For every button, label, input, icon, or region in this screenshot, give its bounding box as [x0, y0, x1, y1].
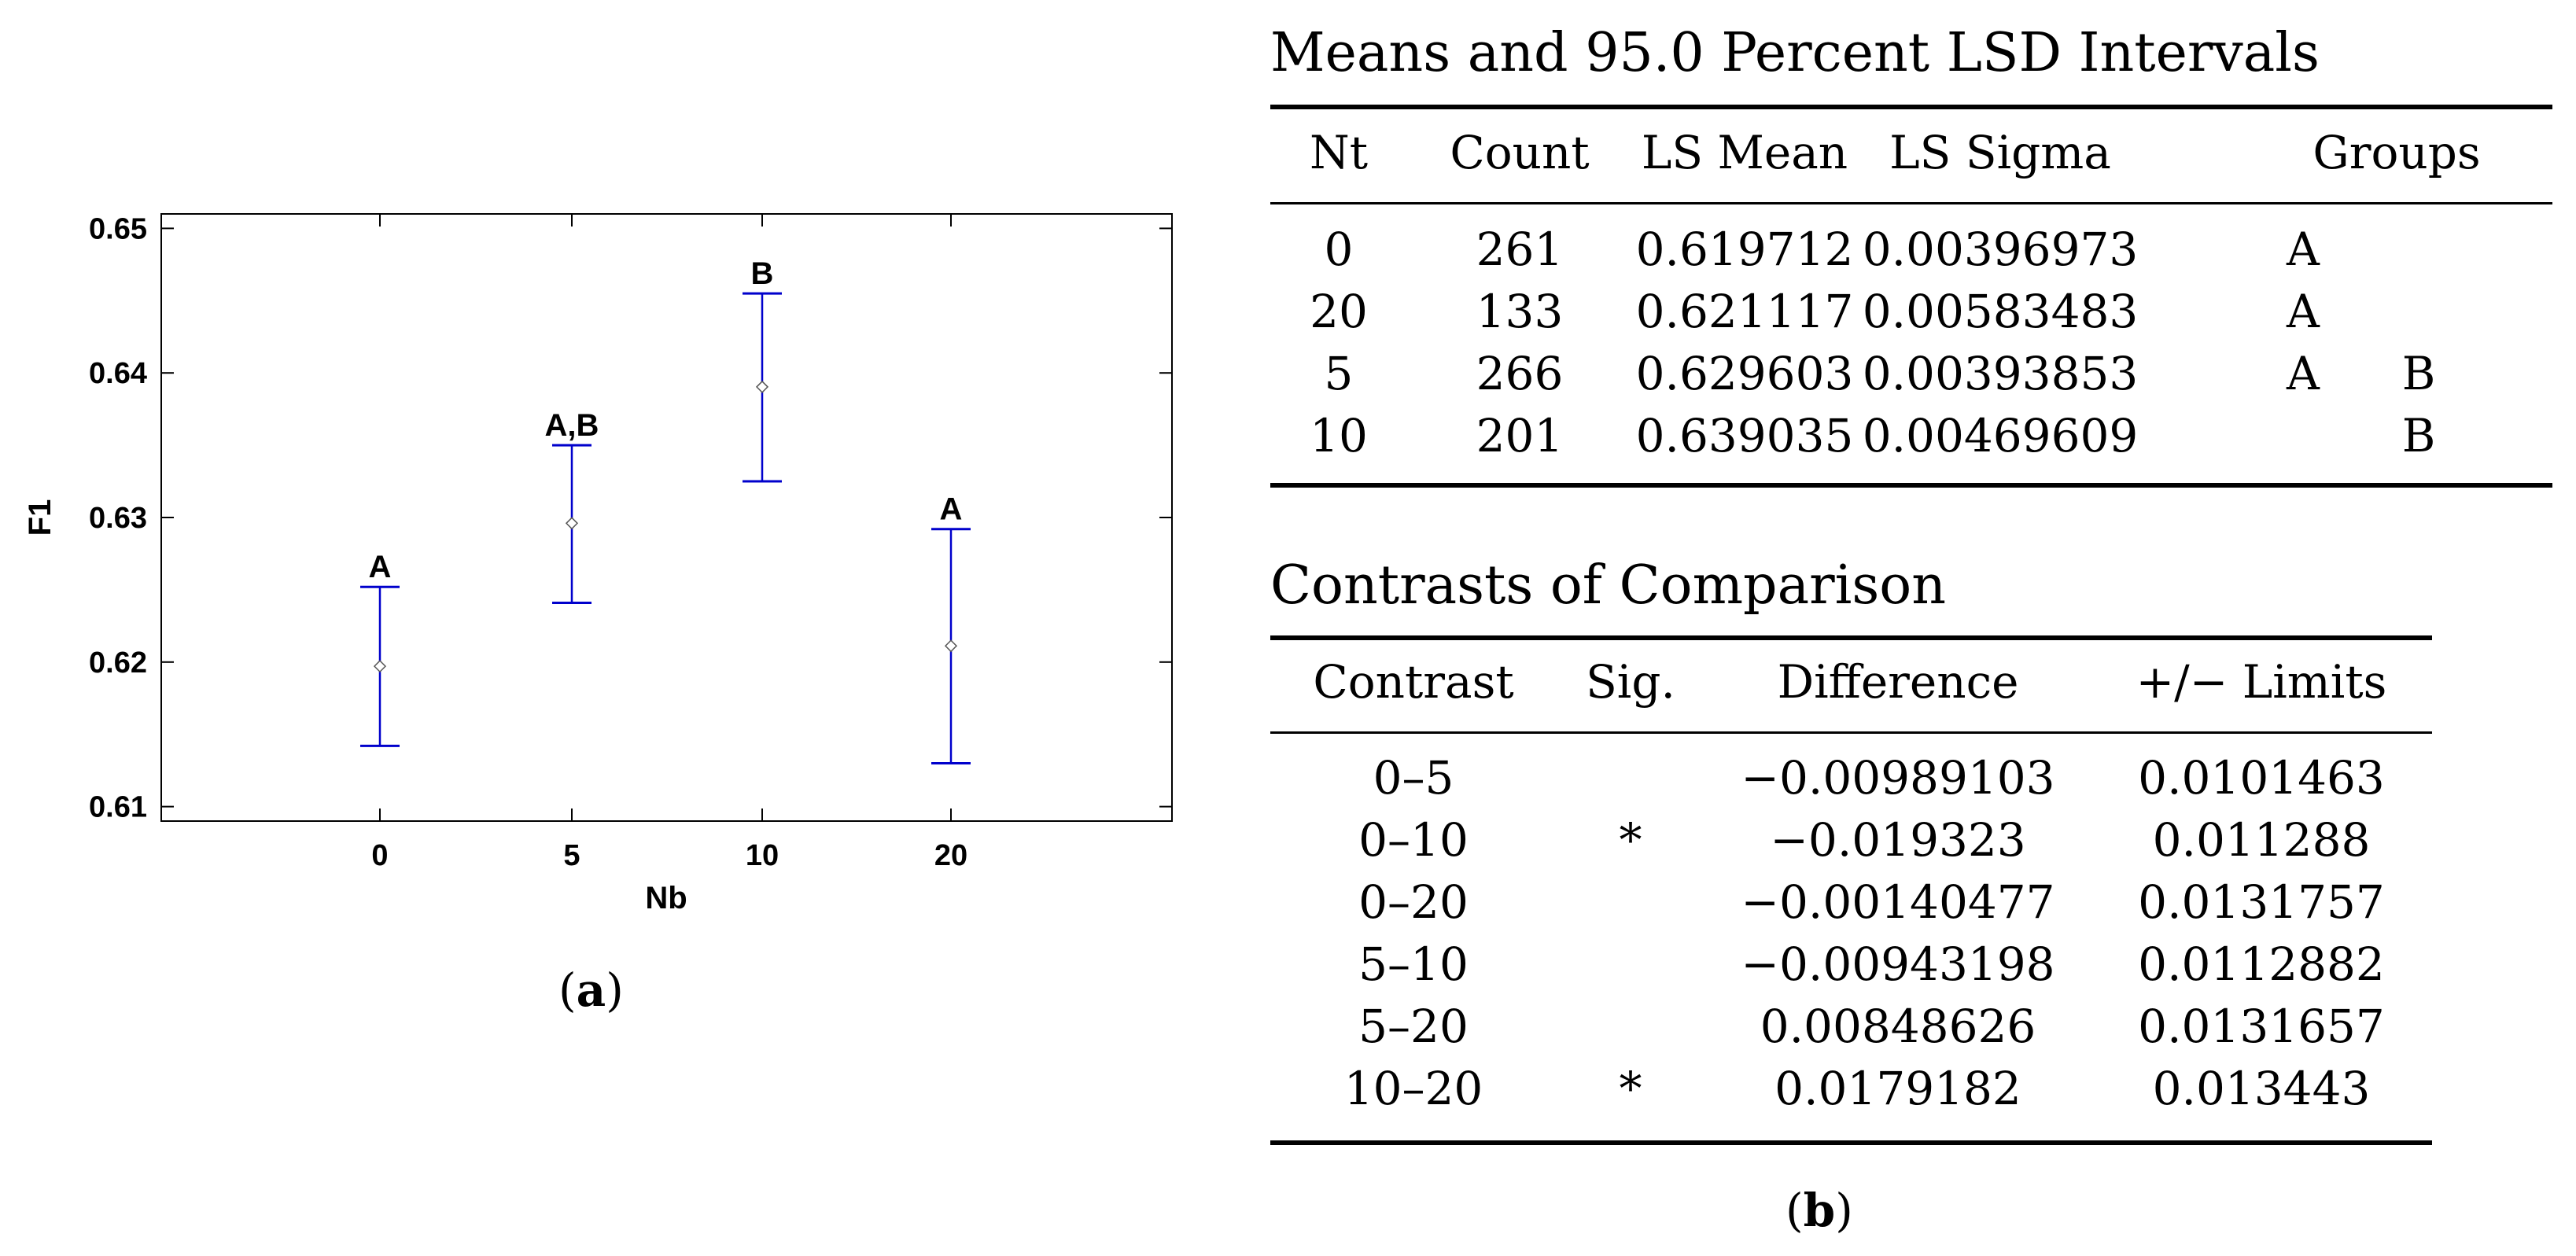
table-row-cell: 201: [1476, 409, 1564, 462]
table-row-cell: 0.00469609: [1862, 409, 2139, 462]
means-table-title: Means and 95.0 Percent LSD Intervals: [1270, 22, 2320, 84]
contrasts-header-limits: +/− Limits: [2136, 655, 2387, 709]
table-row-cell: 0.013443: [2152, 1062, 2371, 1115]
table-row-cell: 0.00393853: [1862, 347, 2139, 400]
panel-b-label: (b): [1786, 1184, 1853, 1237]
y-axis-label: F1: [23, 499, 57, 536]
table-row-cell: B: [2401, 347, 2436, 400]
means-header-rule: [1270, 202, 2552, 204]
x-axis-label: Nb: [645, 881, 687, 915]
table-row-cell: 10–20: [1343, 1062, 1483, 1115]
table-row-cell: 0.0179182: [1774, 1062, 2021, 1115]
panel-a-label: (a): [558, 963, 624, 1017]
table-row-cell: *: [1619, 813, 1642, 867]
group-label: A,B: [545, 408, 599, 443]
means-header-sigma: LS Sigma: [1889, 126, 2111, 179]
table-row-cell: 0–5: [1373, 751, 1454, 805]
table-row-cell: 0: [1324, 223, 1354, 276]
contrasts-table-title: Contrasts of Comparison: [1270, 554, 1946, 617]
y-tick-label: 0.61: [89, 791, 147, 824]
table-row-cell: 5: [1324, 347, 1354, 400]
table-row-cell: 0–10: [1358, 813, 1469, 867]
table-row-cell: 0.629603: [1635, 347, 1854, 400]
table-row-cell: 0.621117: [1635, 285, 1854, 338]
means-bottom-rule: [1270, 483, 2552, 488]
table-row-cell: 0.0101463: [2138, 751, 2385, 805]
table-row-cell: 0.0131757: [2138, 875, 2385, 929]
table-row-cell: −0.00943198: [1741, 937, 2055, 991]
table-row-cell: 0.00583483: [1862, 285, 2139, 338]
group-label: A: [369, 550, 392, 584]
x-tick-label: 10: [746, 839, 779, 872]
mean-marker: [944, 639, 958, 653]
table-row-cell: A: [2287, 223, 2320, 276]
y-tick-label: 0.62: [89, 646, 147, 680]
table-row-cell: 0.00396973: [1862, 223, 2139, 276]
table-row-cell: A: [2287, 285, 2320, 338]
means-header-count: Count: [1450, 126, 1590, 179]
table-row-cell: 0.00848626: [1760, 1000, 2036, 1053]
group-label: B: [751, 256, 774, 291]
table-row-cell: 0.0131657: [2138, 1000, 2385, 1053]
table-row-cell: 5–20: [1358, 1000, 1469, 1053]
x-tick-label: 0: [371, 839, 388, 872]
table-row-cell: 0.639035: [1635, 409, 1854, 462]
group-label: A: [940, 492, 963, 527]
y-tick-label: 0.64: [89, 357, 147, 390]
mean-marker: [755, 380, 769, 393]
contrasts-bottom-rule: [1270, 1140, 2432, 1145]
y-tick-label: 0.63: [89, 502, 147, 535]
contrasts-header-difference: Difference: [1777, 655, 2019, 709]
table-row-cell: 0.619712: [1635, 223, 1854, 276]
contrasts-header-contrast: Contrast: [1313, 655, 1514, 709]
table-row-cell: 261: [1476, 223, 1564, 276]
table-row-cell: −0.00140477: [1741, 875, 2055, 929]
table-row-cell: A: [2287, 347, 2320, 400]
x-tick-label: 20: [934, 839, 967, 872]
contrasts-header-sig: Sig.: [1586, 655, 1675, 709]
means-header-mean: LS Mean: [1641, 126, 1848, 179]
means-top-rule: [1270, 105, 2552, 109]
y-tick-label: 0.65: [89, 212, 147, 245]
table-row-cell: 266: [1476, 347, 1564, 400]
means-header-groups: Groups: [2313, 126, 2481, 179]
mean-marker: [373, 660, 387, 673]
table-row-cell: −0.00989103: [1741, 751, 2055, 805]
table-row-cell: 20: [1310, 285, 1368, 338]
means-header-nt: Nt: [1309, 126, 1369, 179]
table-row-cell: 0.011288: [2152, 813, 2371, 867]
table-row-cell: 5–10: [1358, 937, 1469, 991]
table-row-cell: 133: [1476, 285, 1564, 338]
table-row-cell: 0–20: [1358, 875, 1469, 929]
table-row-cell: 0.0112882: [2138, 937, 2385, 991]
mean-marker: [565, 517, 579, 530]
contrasts-header-rule: [1270, 731, 2432, 734]
table-row-cell: *: [1619, 1062, 1642, 1115]
table-row-cell: 10: [1310, 409, 1368, 462]
lsd-interval-chart: 0.61 0.62 0.63 0.64 0.65 0 A 5 A,B 10 B 20 A Nb F1: [23, 212, 1173, 915]
table-row-cell: B: [2401, 409, 2436, 462]
table-row-cell: −0.019323: [1770, 813, 2026, 867]
contrasts-top-rule: [1270, 635, 2432, 640]
x-tick-label: 5: [563, 839, 580, 872]
